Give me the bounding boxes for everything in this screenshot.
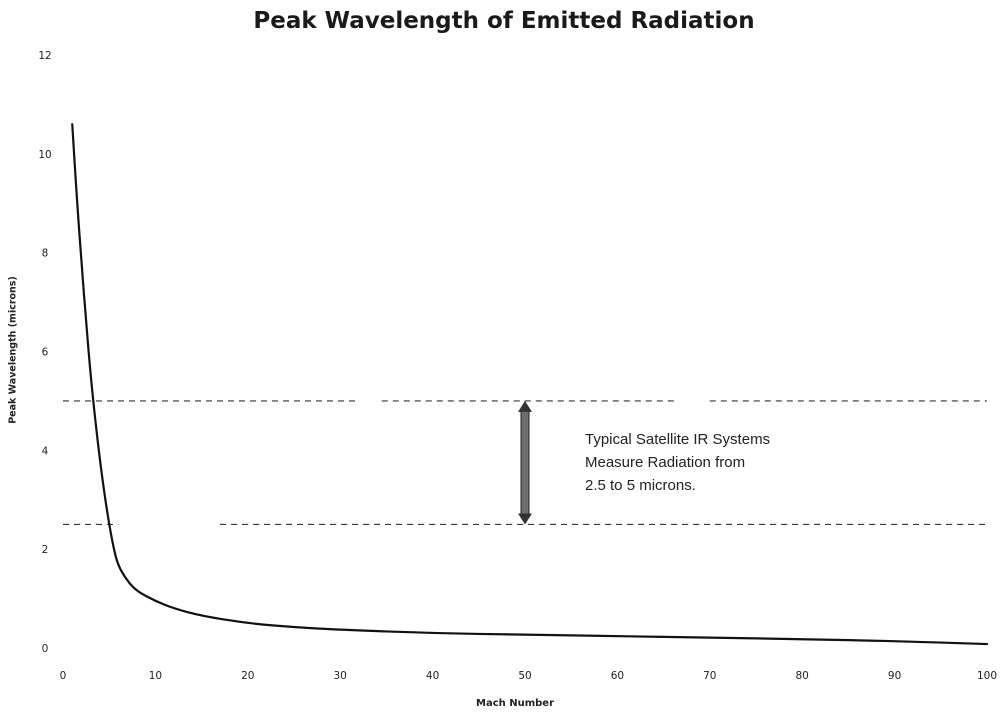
reference-lines [63, 400, 987, 526]
y-tick-label: 8 [42, 248, 49, 260]
x-tick-label: 10 [149, 670, 162, 682]
x-tick-label: 20 [241, 670, 254, 682]
annotation-line: 2.5 to 5 microns. [585, 477, 696, 494]
annotation-line: Typical Satellite IR Systems [585, 431, 770, 448]
x-tick-label: 80 [796, 670, 809, 682]
x-tick-label: 90 [888, 670, 901, 682]
x-tick-label: 70 [703, 670, 716, 682]
x-tick-labels: 0 10 20 30 40 50 60 70 80 90 100 [60, 670, 997, 682]
y-tick-label: 2 [42, 544, 49, 556]
y-tick-labels: 0 2 4 6 8 10 12 [38, 50, 51, 655]
x-tick-label: 60 [611, 670, 624, 682]
x-axis-label: Mach Number [475, 698, 555, 709]
y-tick-label: 4 [42, 445, 49, 457]
series-group [71, 123, 989, 646]
series-line [71, 123, 989, 646]
x-tick-label: 40 [426, 670, 439, 682]
annotation-line: Measure Radiation from [585, 454, 745, 471]
y-tick-label: 6 [42, 347, 49, 359]
x-tick-label: 0 [60, 670, 67, 682]
y-tick-label: 10 [38, 149, 51, 161]
annotation: Typical Satellite IR Systems Measure Radi… [585, 431, 770, 494]
arrow-shaft [520, 409, 530, 516]
arrow-head-top [518, 400, 532, 412]
x-tick-label: 30 [334, 670, 347, 682]
y-tick-label: 0 [42, 643, 49, 655]
x-tick-label: 100 [977, 670, 997, 682]
chart-title: Peak Wavelength of Emitted Radiation [253, 8, 755, 34]
x-tick-label: 50 [518, 670, 531, 682]
arrow-head-bottom [518, 513, 532, 525]
y-tick-label: 12 [38, 50, 51, 62]
range-arrow [518, 400, 532, 525]
